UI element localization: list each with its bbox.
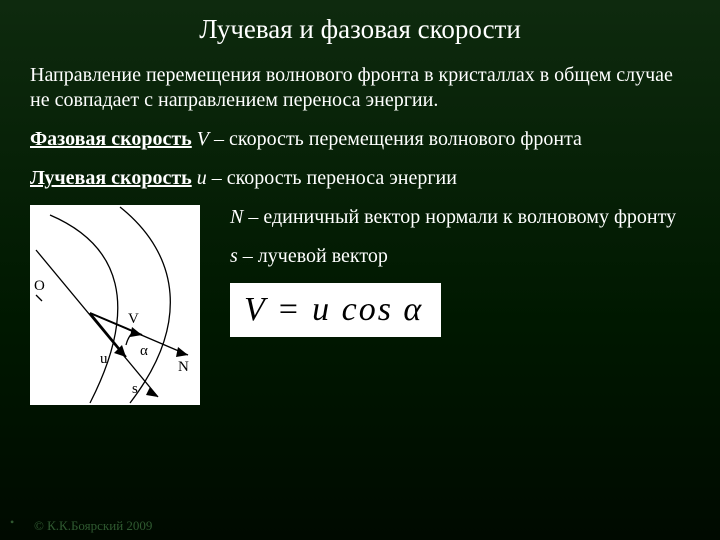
def-s: s – лучевой вектор (230, 244, 690, 269)
slide-title: Лучевая и фазовая скорости (30, 14, 690, 45)
body-row: O V u s N α N – единичный вектор нормали… (30, 205, 690, 405)
diagram-label-N: N (178, 359, 189, 375)
wavefront-diagram: O V u s N α (30, 205, 200, 405)
def-N-symbol: N (230, 206, 243, 228)
diagram-label-V: V (128, 311, 139, 327)
phase-term: Фазовая скорость (30, 128, 192, 150)
phase-desc: – скорость перемещения волнового фронта (214, 128, 582, 150)
formula-container: V = u cos α (230, 283, 690, 337)
def-s-symbol: s (230, 245, 238, 267)
diagram-label-u: u (100, 351, 108, 367)
diagram-label-O: O (34, 278, 45, 294)
def-N-text: – единичный вектор нормали к волновому ф… (243, 206, 676, 228)
diagram-label-alpha: α (140, 343, 148, 359)
diagram-label-s: s (132, 381, 138, 397)
intro-paragraph: Направление перемещения волнового фронта… (30, 63, 690, 113)
ray-velocity-def: Лучевая скорость u – скорость переноса э… (30, 166, 690, 191)
ray-symbol: u (197, 167, 207, 189)
definitions-column: N – единичный вектор нормали к волновому… (230, 205, 690, 337)
ray-term: Лучевая скорость (30, 167, 192, 189)
def-s-text: – лучевой вектор (238, 245, 388, 267)
phase-velocity-def: Фазовая скорость V – скорость перемещени… (30, 127, 690, 152)
copyright-text: © К.К.Боярский 2009 (34, 518, 152, 534)
formula: V = u cos α (230, 283, 441, 337)
ray-desc: – скорость переноса энергии (212, 167, 457, 189)
def-N: N – единичный вектор нормали к волновому… (230, 205, 690, 230)
phase-symbol: V (197, 128, 209, 150)
slide: Лучевая и фазовая скорости Направление п… (0, 0, 720, 540)
footer-bullet-icon: • (10, 515, 14, 530)
